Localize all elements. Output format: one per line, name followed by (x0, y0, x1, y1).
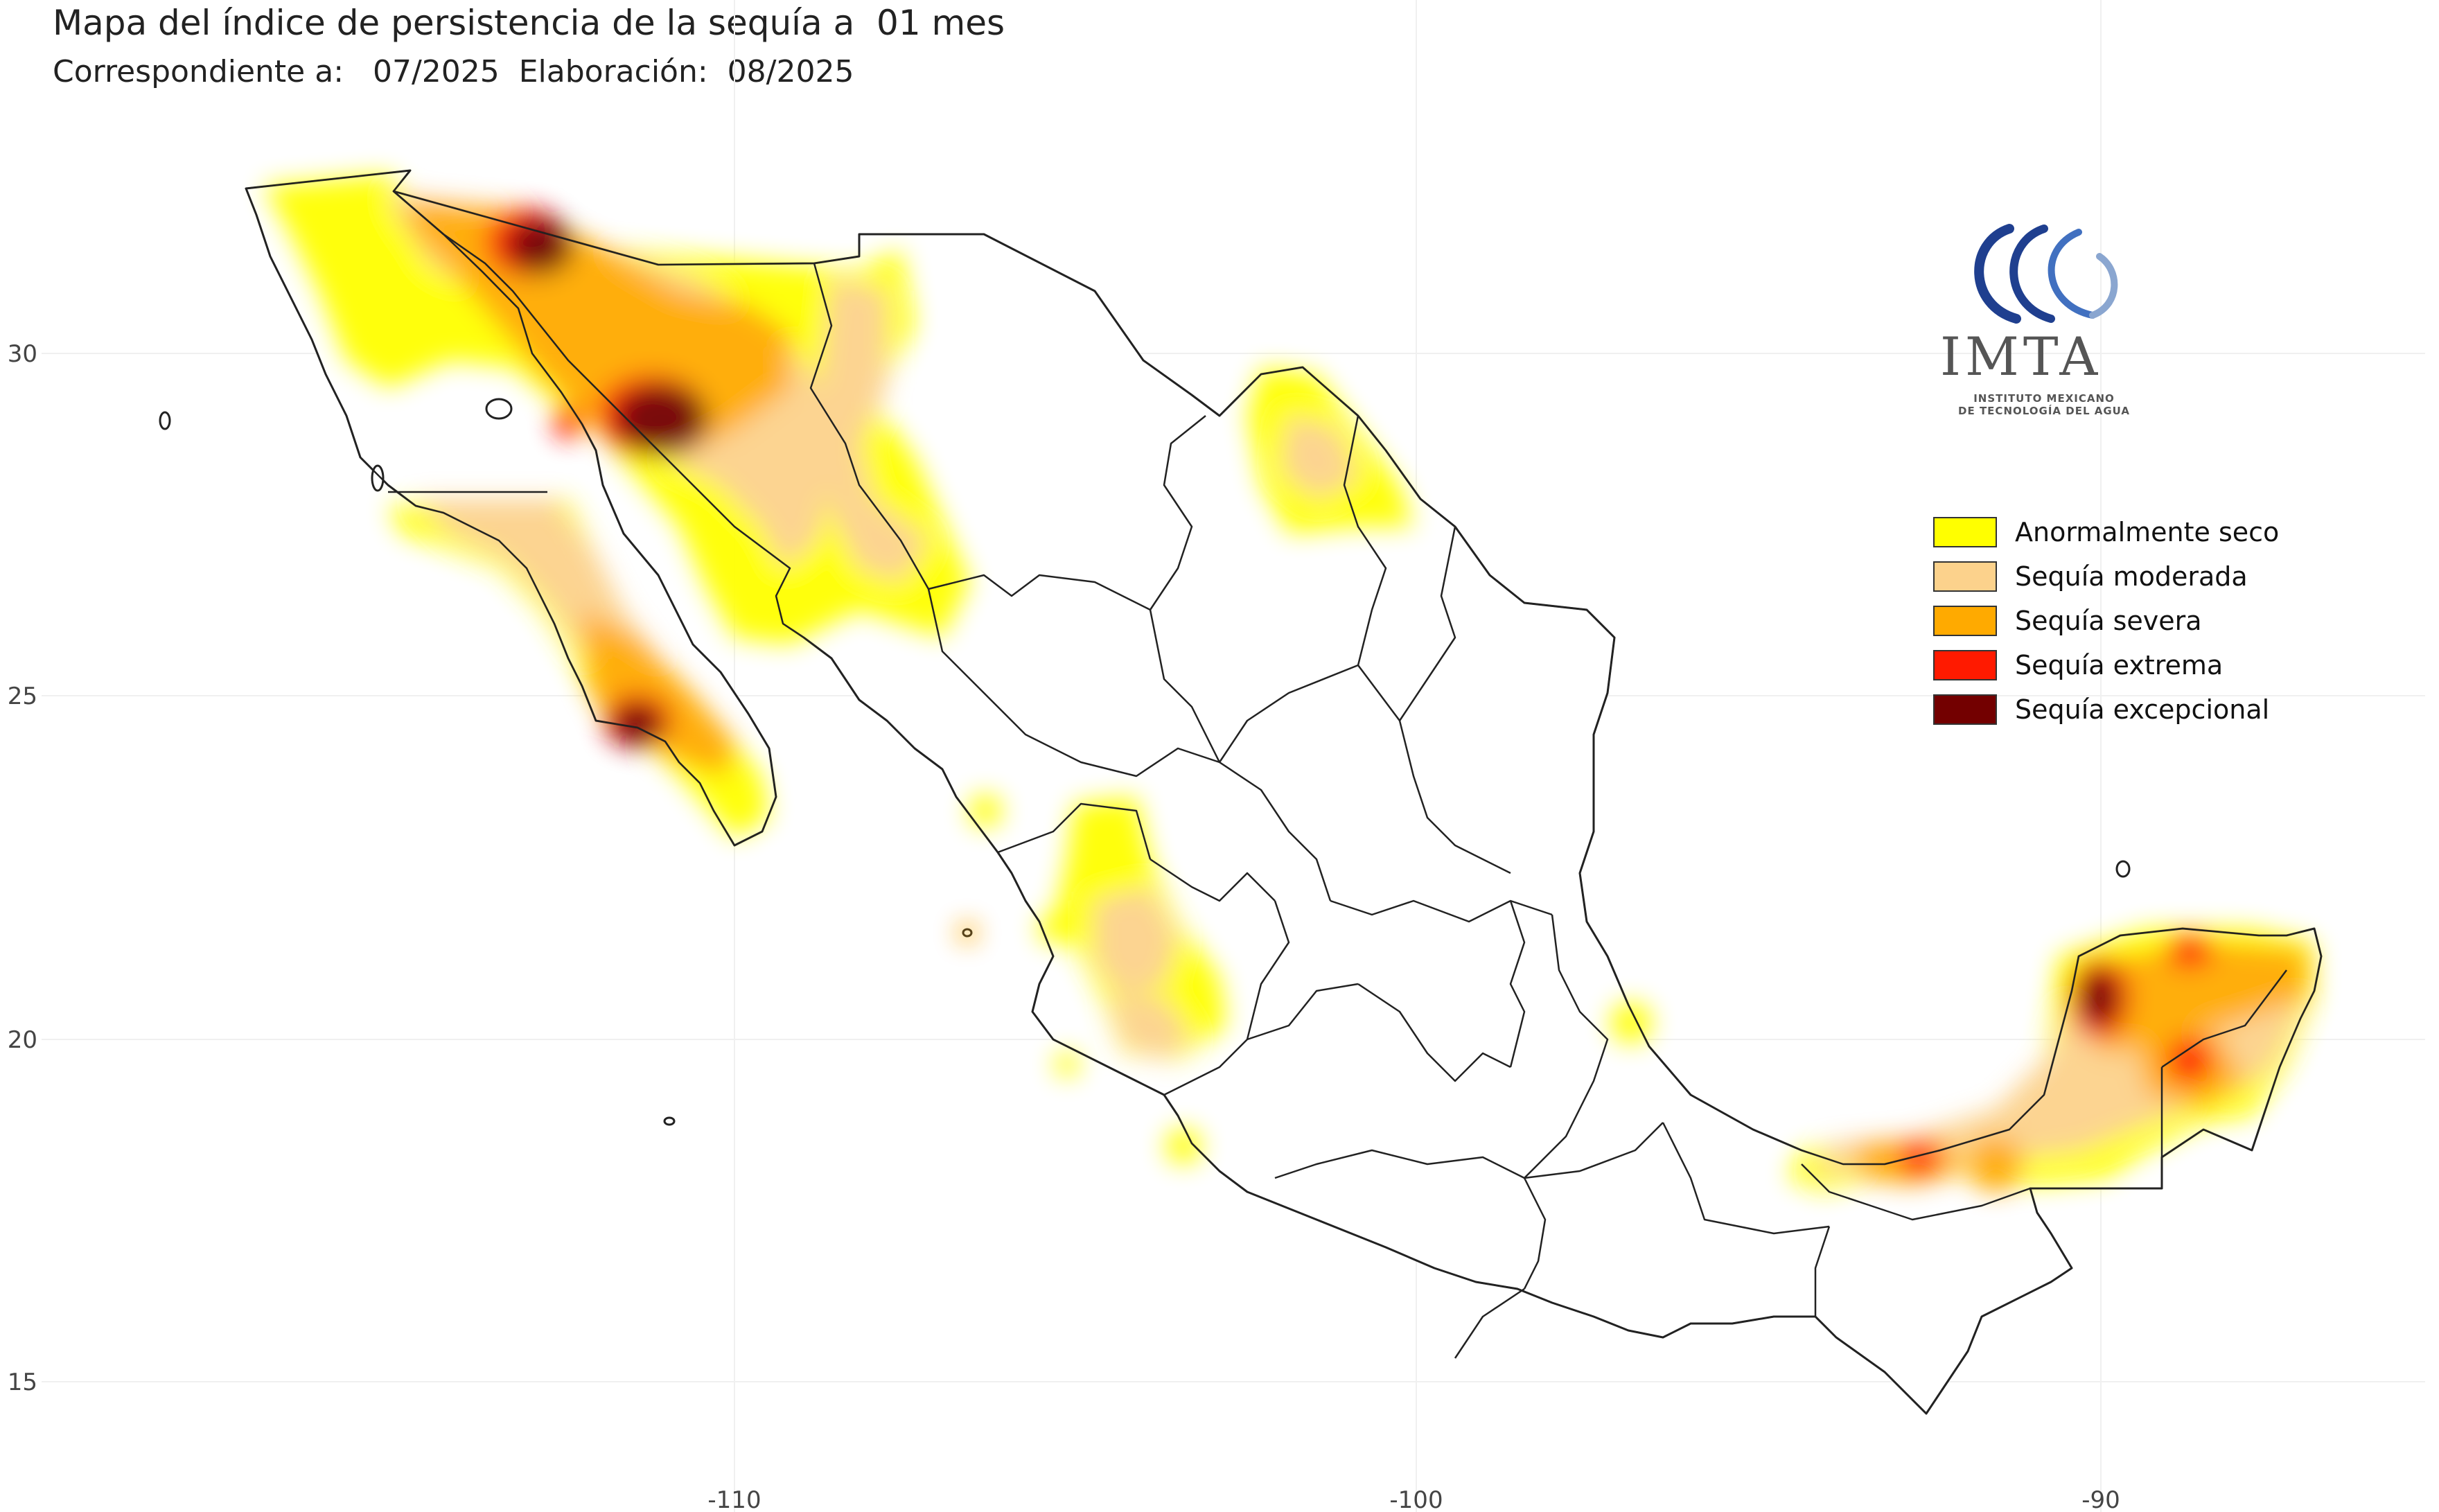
logo-subtitle: DE TECNOLOGÍA DEL AGUA (1958, 405, 2130, 417)
y-tick: 20 (8, 1026, 37, 1054)
legend-item: Sequía extrema (1933, 643, 2279, 687)
legend-label: Sequía excepcional (2015, 694, 2270, 725)
imta-wave-icon (1974, 224, 2118, 324)
y-tick: 15 (8, 1369, 37, 1396)
state-borders (245, 169, 2323, 1415)
map-subtitle: Correspondiente a: 07/2025 Elaboración: … (53, 54, 854, 89)
x-tick: -100 (1389, 1486, 1443, 1512)
logo-subtitle: INSTITUTO MEXICANO (1973, 392, 2115, 405)
legend-label: Anormalmente seco (2015, 517, 2280, 547)
x-tick: -110 (707, 1486, 761, 1512)
legend-swatch (1933, 517, 1997, 547)
legend-swatch (1933, 606, 1997, 636)
legend-swatch (1933, 694, 1997, 725)
legend-item: Sequía excepcional (1933, 687, 2279, 732)
y-tick: 25 (8, 683, 37, 710)
legend-label: Sequía moderada (2015, 561, 2248, 592)
legend: Anormalmente seco Sequía moderada Sequía… (1933, 510, 2279, 732)
legend-item: Sequía moderada (1933, 554, 2279, 599)
y-tick: 30 (8, 340, 37, 368)
axis-ticks: -110 -100 -90 30 25 20 15 (8, 340, 2120, 1512)
logo-wordmark: IMTA (1940, 326, 2102, 387)
legend-swatch (1933, 650, 1997, 680)
map-title: Mapa del índice de persistencia de la se… (53, 3, 1005, 43)
x-tick: -90 (2081, 1486, 2120, 1512)
legend-label: Sequía extrema (2015, 650, 2224, 680)
legend-item: Anormalmente seco (1933, 510, 2279, 554)
legend-label: Sequía severa (2015, 606, 2202, 636)
legend-swatch (1933, 561, 1997, 592)
legend-item: Sequía severa (1933, 599, 2279, 643)
